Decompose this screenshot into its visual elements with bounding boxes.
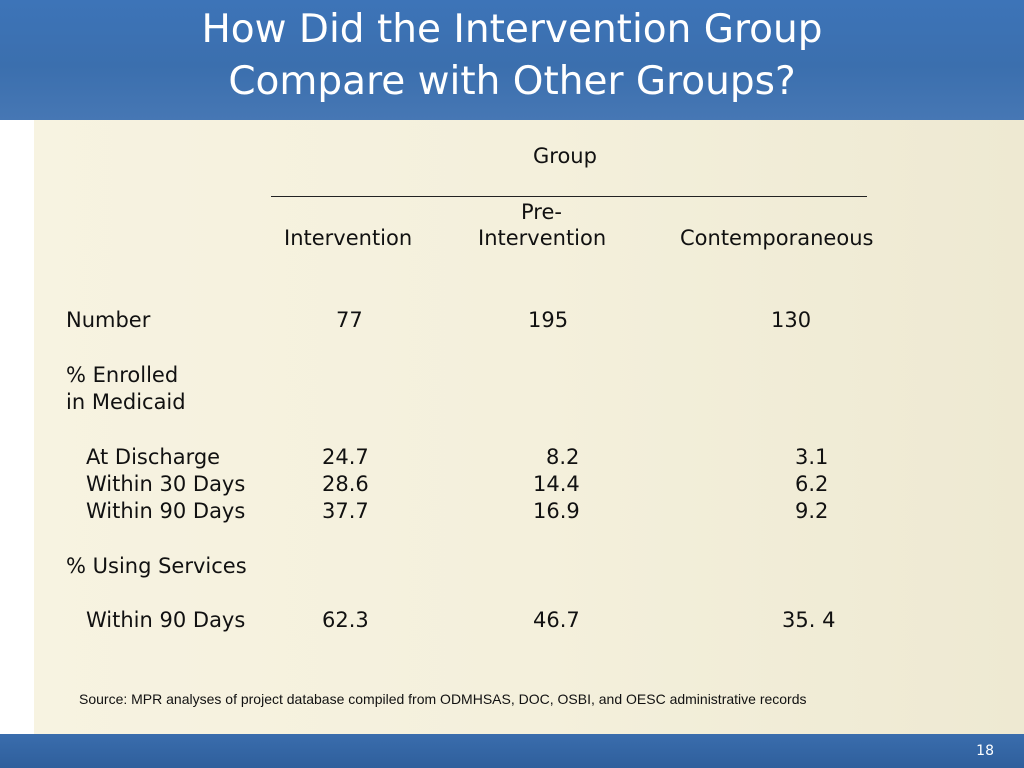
slide-header: How Did the Intervention Group Compare w… — [0, 0, 1024, 120]
col-intervention: Intervention — [284, 226, 413, 250]
table-cell: 28.6 — [322, 472, 369, 496]
slide-footer: 18 — [0, 734, 1024, 768]
section-label-enrolled-2: in Medicaid — [66, 390, 186, 414]
col-contemporaneous: Contemporaneous — [680, 226, 874, 250]
row-label: At Discharge — [86, 445, 221, 469]
table-cell: 14.4 — [533, 472, 580, 496]
table-cell: 9.2 — [795, 499, 829, 523]
title-line-1: How Did the Intervention Group — [201, 7, 823, 52]
col-pre-line2: Intervention — [478, 226, 607, 250]
row-label: Within 90 Days — [86, 499, 246, 523]
row-label: Within 30 Days — [86, 472, 246, 496]
row-label: Within 90 Days — [86, 608, 246, 632]
group-header: Group — [533, 144, 597, 168]
table-cell: 3.1 — [795, 445, 829, 469]
table-cell: 35. 4 — [782, 608, 836, 632]
table-cell: 46.7 — [533, 608, 580, 632]
table-cell: 62.3 — [322, 608, 369, 632]
group-header-rule — [271, 196, 867, 197]
table-cell: 6.2 — [795, 472, 829, 496]
table-cell: 8.2 — [546, 445, 580, 469]
section-label-services: % Using Services — [66, 554, 247, 578]
cell-number-pre: 195 — [528, 308, 569, 332]
table-cell: 24.7 — [322, 445, 369, 469]
title-line-2: Compare with Other Groups? — [228, 59, 796, 104]
page-number: 18 — [976, 743, 994, 759]
table-cell: 16.9 — [533, 499, 580, 523]
cell-number-contemporaneous: 130 — [771, 308, 812, 332]
col-pre-line1: Pre- — [521, 200, 562, 224]
table-cell: 37.7 — [322, 499, 369, 523]
section-label-enrolled-1: % Enrolled — [66, 363, 179, 387]
source-note: Source: MPR analyses of project database… — [79, 691, 807, 707]
slide-content-panel — [34, 120, 1024, 734]
cell-number-intervention: 77 — [336, 308, 363, 332]
row-label-number: Number — [66, 308, 151, 332]
slide-title: How Did the Intervention Group Compare w… — [0, 4, 1024, 108]
